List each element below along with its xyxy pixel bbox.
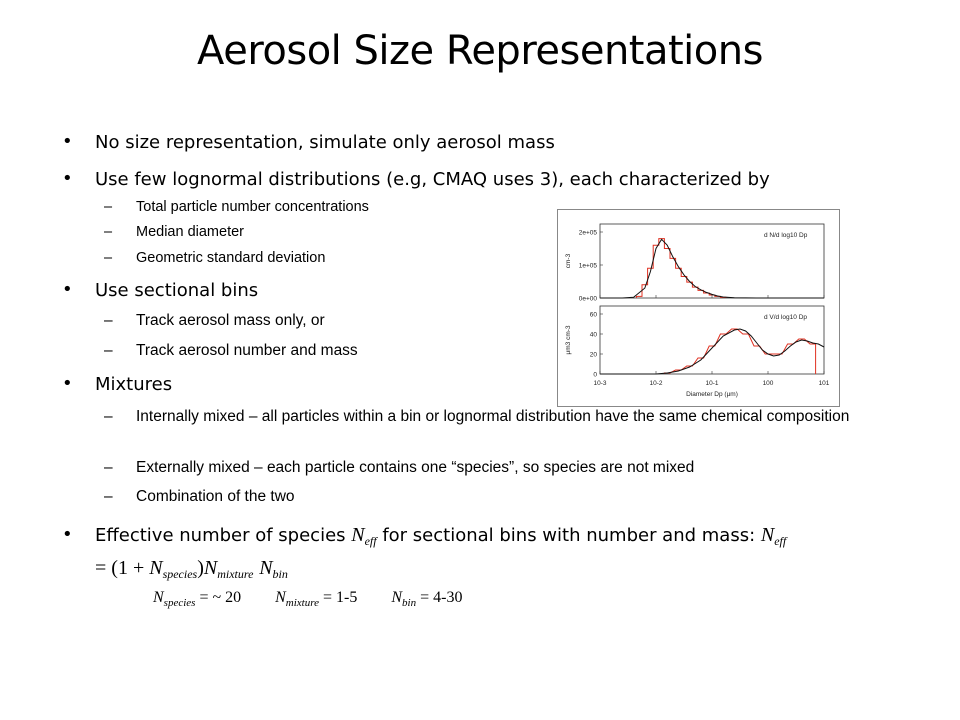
n-species-symbol: Nspecies <box>149 557 198 581</box>
formula-species: Nspecies <box>153 589 196 609</box>
y-tick-label: 0 <box>593 372 597 379</box>
n-letter: N <box>760 524 775 546</box>
formula-values: Nspecies = ~ 20 Nmixture = 1-5 Nbin = 4-… <box>153 589 462 609</box>
y-tick-label: 40 <box>590 332 598 339</box>
n-letter: N <box>203 557 218 579</box>
n-eff-symbol-1: Neff <box>351 524 377 548</box>
bullet-mixtures: Mixtures <box>62 373 172 395</box>
sub-bullet-number-mass: Track aerosol number and mass <box>104 342 358 360</box>
n-letter: N <box>275 589 286 606</box>
sub-eff: eff <box>364 534 377 548</box>
sub-eff: eff <box>774 534 787 548</box>
y-tick-label: 60 <box>590 312 598 319</box>
y-tick-label: 2e+05 <box>579 230 598 237</box>
bullet-lognormal: Use few lognormal distributions (e.g, CM… <box>62 168 770 190</box>
n-letter: N <box>259 557 273 579</box>
formula-mixture-value: = 1-5 <box>319 589 358 606</box>
n-letter: N <box>149 557 163 579</box>
formula-species-value: = ~ 20 <box>195 589 242 606</box>
sub-bullet-geometric-std: Geometric standard deviation <box>104 250 325 266</box>
x-tick-label: 100 <box>763 380 774 387</box>
panel-title: d V/d log10 Dp <box>764 314 807 321</box>
bin-histogram <box>635 238 727 298</box>
y-axis-label: μm3 cm-3 <box>565 325 572 354</box>
sub-bullet-median-diameter: Median diameter <box>104 224 244 240</box>
x-tick-label: 10-2 <box>649 380 662 387</box>
sub-mixture: mixture <box>285 597 319 609</box>
y-tick-label: 1e+05 <box>579 263 598 270</box>
formula-bin: Nbin <box>391 589 417 609</box>
bullet-effective-species: Effective number of species Neff for sec… <box>62 521 905 588</box>
close-paren: ) <box>197 557 204 579</box>
sub-bullet-combination: Combination of the two <box>104 488 294 506</box>
bullet-sectional-bins: Use sectional bins <box>62 279 258 301</box>
n-letter: N <box>391 589 403 606</box>
y-axis-label: cm-3 <box>565 253 572 268</box>
bullet-no-size: No size representation, simulate only ae… <box>62 131 555 153</box>
y-tick-label: 0e+00 <box>579 296 598 303</box>
sub-bin: bin <box>272 567 288 581</box>
distribution-line <box>600 328 825 375</box>
n-bin-symbol: Nbin <box>259 557 288 581</box>
sub-mixture: mixture <box>217 567 254 581</box>
x-tick-label: 10-1 <box>705 380 718 387</box>
effective-species-text2: for sectional bins with number and mass: <box>376 525 761 546</box>
formula-bin-value: = 4-30 <box>416 589 463 606</box>
slide-title: Aerosol Size Representations <box>197 28 763 74</box>
effective-species-text3: = (1 + <box>95 557 150 579</box>
size-distribution-figure: 0e+00 1e+05 2e+05 d N/d log10 Dp cm-3 0 20 40 60… <box>557 209 840 407</box>
x-tick-label: 101 <box>819 380 830 387</box>
y-tick-label: 20 <box>590 352 598 359</box>
size-distribution-chart: 0e+00 1e+05 2e+05 d N/d log10 Dp cm-3 0 20 40 60… <box>565 223 830 398</box>
sub-bullet-externally-mixed: Externally mixed – each particle contain… <box>104 459 694 477</box>
n-eff-symbol-2: Neff <box>760 524 787 548</box>
sub-species: species <box>163 597 196 609</box>
sub-species: species <box>162 567 198 581</box>
formula-mixture: Nmixture <box>275 589 319 609</box>
panel-title: d N/d log10 Dp <box>764 232 808 239</box>
effective-species-text1: Effective number of species <box>95 525 352 546</box>
n-letter: N <box>153 589 164 606</box>
n-letter: N <box>351 524 365 546</box>
x-axis-label: Diameter Dp (μm) <box>686 391 738 398</box>
bin-histogram <box>663 328 817 374</box>
n-mixture-symbol: Nmixture <box>203 557 254 581</box>
sub-bullet-number-conc: Total particle number concentrations <box>104 199 369 215</box>
sub-bin: bin <box>402 597 417 609</box>
sub-bullet-mass-only: Track aerosol mass only, or <box>104 312 325 330</box>
distribution-line <box>600 238 824 299</box>
x-tick-label: 10-3 <box>593 380 606 387</box>
sub-bullet-internally-mixed: Internally mixed – all particles within … <box>104 406 916 427</box>
